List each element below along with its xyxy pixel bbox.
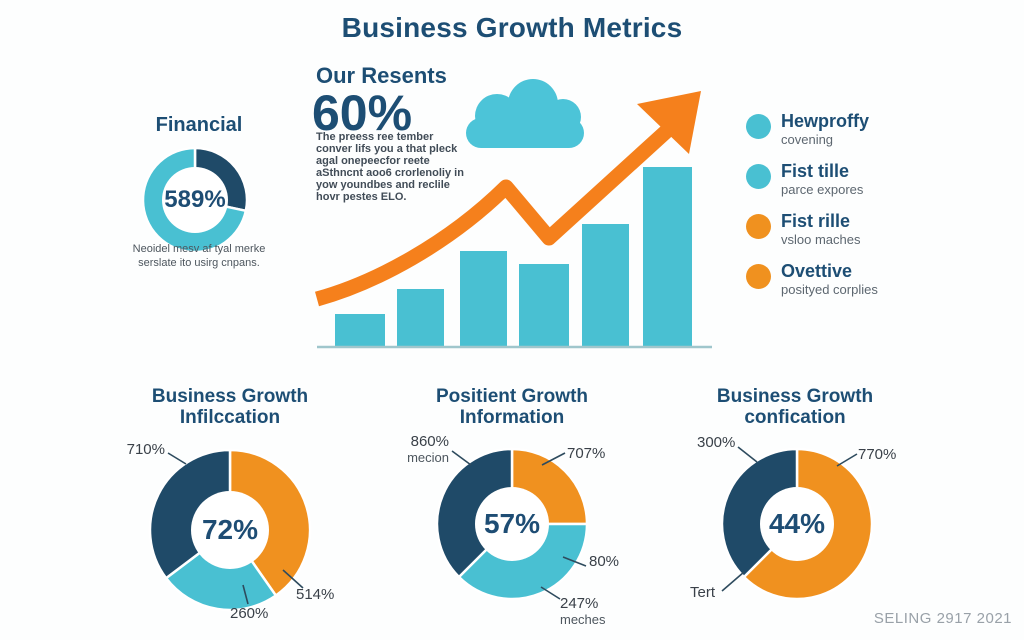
financial-heading: Financial xyxy=(155,114,243,136)
teal-dot-icon xyxy=(746,163,771,189)
page-title: Business Growth Metrics xyxy=(341,12,683,43)
growth-arrow-icon xyxy=(315,91,701,307)
section-title-1: Business Growth Infilccation xyxy=(151,386,309,428)
section-title-2: Positient Growth Information xyxy=(436,386,588,428)
financial-donut-chart xyxy=(141,146,249,254)
growth-bar-chart xyxy=(315,79,712,349)
bar xyxy=(335,314,385,347)
footer-caption: SELING 2917 2021 xyxy=(873,610,1012,627)
callout-label: 860% mecion xyxy=(407,433,449,465)
bar xyxy=(643,167,692,347)
legend-item: Hewproffy covening xyxy=(746,112,878,149)
donut-chart-1 xyxy=(148,448,312,612)
legend-item: Ovettive posityed corplies xyxy=(746,260,878,299)
teal-dot-icon xyxy=(746,114,771,139)
donut-1-value: 72% xyxy=(201,514,259,545)
bar-series xyxy=(335,167,692,347)
highlight-heading: Our Resents xyxy=(316,63,447,88)
bar xyxy=(397,289,444,347)
legend-label: Fist rille xyxy=(781,210,851,231)
legend-item: Fist tille parce expores xyxy=(746,160,878,199)
legend-label: Fist tille xyxy=(781,160,850,181)
legend-sublabel: vsloo maches xyxy=(781,231,861,247)
callout-label: Tert xyxy=(690,584,716,601)
callout-label: 707% xyxy=(567,445,606,462)
highlight-body-text: The preess ree tember conver lifs you a … xyxy=(316,131,464,203)
orange-dot-icon xyxy=(746,263,771,289)
legend-sublabel: posityed corplies xyxy=(781,281,878,297)
financial-caption: Neoidel mesv af tyal merke serslate ito … xyxy=(132,243,266,269)
callout-label: 80% xyxy=(589,553,620,570)
callout-label: 247% meches xyxy=(560,595,606,627)
cloud-icon xyxy=(466,79,584,148)
donut-chart-2 xyxy=(435,447,589,601)
highlight-value: 60% xyxy=(312,85,413,141)
bar xyxy=(519,264,569,347)
legend-label: Hewproffy xyxy=(781,111,870,131)
legend: Hewproffy covening Fist tille parce expore… xyxy=(746,112,878,299)
bar xyxy=(460,251,507,347)
callout-label: 300% xyxy=(697,434,736,451)
callout-label: 770% xyxy=(858,446,897,463)
callout-label: 710% xyxy=(126,441,165,458)
orange-dot-icon xyxy=(746,213,771,239)
callout-label: 514% xyxy=(296,586,335,603)
callout-label: 260% xyxy=(230,605,269,622)
donut-chart-3 xyxy=(720,447,874,601)
donut-2-value: 57% xyxy=(483,508,541,539)
legend-item: Fist rille vsloo maches xyxy=(746,210,878,249)
legend-sublabel: parce expores xyxy=(781,181,864,197)
legend-sublabel: covening xyxy=(781,131,834,147)
financial-donut-value: 589% xyxy=(164,186,226,213)
donut-3-value: 44% xyxy=(768,508,826,539)
legend-label: Ovettive xyxy=(781,260,853,281)
section-title-3: Business Growth confication xyxy=(716,386,874,428)
bar xyxy=(582,224,629,347)
